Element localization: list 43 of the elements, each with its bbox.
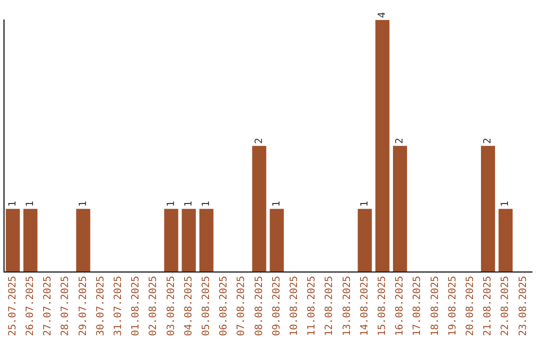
x-tick-label: 28.07.2025 <box>60 276 72 336</box>
x-tick-label: 19.08.2025 <box>447 276 458 336</box>
x-tick-label: 07.08.2025 <box>236 276 248 336</box>
x-tick-label: 17.08.2025 <box>412 276 424 336</box>
x-tick-label: 18.08.2025 <box>430 276 441 336</box>
x-tick-label: 05.08.2025 <box>200 276 212 336</box>
x-tick-label: 10.08.2025 <box>288 276 300 336</box>
x-tick-label: 30.07.2025 <box>95 276 106 336</box>
x-tick-label: 02.08.2025 <box>148 276 160 336</box>
data-label: 2 <box>394 138 406 144</box>
data-label: 2 <box>482 138 494 144</box>
x-tick-label: 15.08.2025 <box>376 276 388 336</box>
data-label: 1 <box>24 200 36 207</box>
x-tick-label: 06.08.2025 <box>218 276 230 336</box>
x-tick-label: 08.08.2025 <box>254 276 265 336</box>
x-tick-label: 13.08.2025 <box>342 276 353 336</box>
x-tick-label: 11.08.2025 <box>306 276 318 336</box>
data-label: 1 <box>271 200 282 207</box>
data-label: 1 <box>200 200 212 207</box>
data-label: 1 <box>7 200 18 207</box>
x-tick-label: 04.08.2025 <box>183 276 194 336</box>
x-tick-label: 20.08.2025 <box>464 276 476 336</box>
x-tick-label: 16.08.2025 <box>394 276 406 336</box>
x-tick-label: 03.08.2025 <box>166 276 177 336</box>
x-tick-label: 21.08.2025 <box>482 276 494 336</box>
data-label: 1 <box>359 200 370 207</box>
x-tick-label: 25.07.2025 <box>7 276 18 336</box>
data-label: 4 <box>376 12 388 18</box>
x-tick-label: 29.07.2025 <box>78 276 89 336</box>
data-label: 1 <box>78 200 89 207</box>
data-label: 1 <box>500 200 512 207</box>
data-label: 1 <box>183 200 194 207</box>
x-tick-label: 22.08.2025 <box>500 276 512 336</box>
x-tick-label: 01.08.2025 <box>130 276 142 336</box>
data-label: 1 <box>166 200 177 207</box>
x-tick-label: 14.08.2025 <box>359 276 370 336</box>
x-tick-label: 27.07.2025 <box>42 276 54 336</box>
x-tick-label: 09.08.2025 <box>271 276 282 336</box>
x-tick-label: 12.08.2025 <box>324 276 336 336</box>
data-label: 2 <box>254 138 265 144</box>
x-tick-label: 23.08.2025 <box>518 276 529 336</box>
x-tick-label: 31.07.2025 <box>112 276 124 336</box>
x-tick-label: 26.07.2025 <box>24 276 36 336</box>
